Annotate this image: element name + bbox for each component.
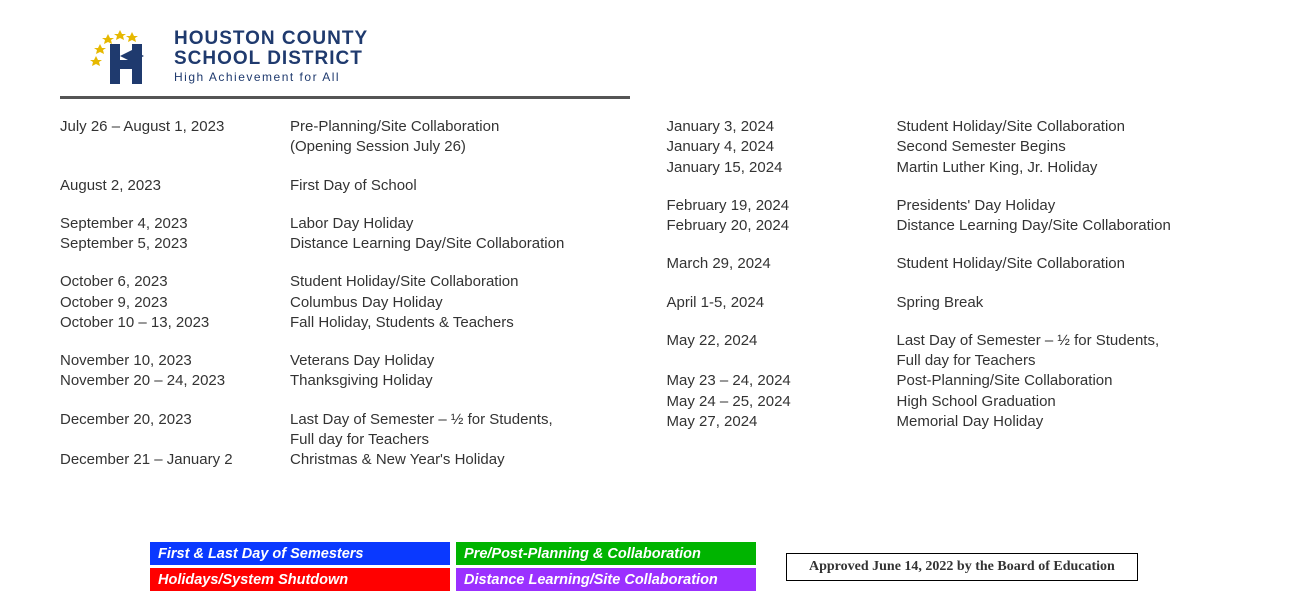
calendar-row: February 20, 2024Distance Learning Day/S… [667, 216, 1244, 236]
event-date: January 3, 2024 [667, 117, 897, 137]
event-description: High School Graduation [897, 392, 1244, 412]
calendar-row: October 6, 2023Student Holiday/Site Coll… [60, 272, 637, 292]
district-logo-icon [90, 26, 162, 86]
calendar-row: January 3, 2024Student Holiday/Site Coll… [667, 117, 1244, 137]
event-date: January 4, 2024 [667, 137, 897, 157]
date-group: October 6, 2023Student Holiday/Site Coll… [60, 272, 637, 333]
event-date: July 26 – August 1, 2023 [60, 117, 290, 158]
legend-area: First & Last Day of Semesters Pre/Post-Pl… [150, 542, 1138, 591]
legend-grid: First & Last Day of Semesters Pre/Post-Pl… [150, 542, 756, 591]
event-description: Spring Break [897, 293, 1244, 313]
calendar-row: September 5, 2023Distance Learning Day/S… [60, 234, 637, 254]
event-date: October 9, 2023 [60, 293, 290, 313]
left-column: July 26 – August 1, 2023Pre-Planning/Sit… [60, 117, 637, 488]
calendar-row: December 20, 2023Last Day of Semester – … [60, 410, 637, 451]
event-date: September 4, 2023 [60, 214, 290, 234]
calendar-row: May 24 – 25, 2024High School Graduation [667, 392, 1244, 412]
calendar-columns: July 26 – August 1, 2023Pre-Planning/Sit… [60, 117, 1243, 488]
event-description: Veterans Day Holiday [290, 351, 637, 371]
event-description: Student Holiday/Site Collaboration [290, 272, 637, 292]
event-date: December 21 – January 2 [60, 450, 290, 470]
date-group: August 2, 2023First Day of School [60, 176, 637, 196]
calendar-page: HOUSTON COUNTY SCHOOL DISTRICT High Achi… [0, 0, 1303, 488]
calendar-row: January 4, 2024Second Semester Begins [667, 137, 1244, 157]
event-description: Presidents' Day Holiday [897, 196, 1244, 216]
legend-cell: Distance Learning/Site Collaboration [456, 568, 756, 591]
event-description: Student Holiday/Site Collaboration [897, 254, 1244, 274]
date-group: December 20, 2023Last Day of Semester – … [60, 410, 637, 471]
date-group: February 19, 2024Presidents' Day Holiday… [667, 196, 1244, 237]
logo-text: HOUSTON COUNTY SCHOOL DISTRICT High Achi… [174, 29, 368, 83]
calendar-row: May 27, 2024Memorial Day Holiday [667, 412, 1244, 432]
calendar-row: November 20 – 24, 2023Thanksgiving Holid… [60, 371, 637, 391]
district-tagline: High Achievement for All [174, 71, 368, 84]
approved-statement: Approved June 14, 2022 by the Board of E… [786, 553, 1138, 581]
event-description: Columbus Day Holiday [290, 293, 637, 313]
event-date: January 15, 2024 [667, 158, 897, 178]
event-description: Distance Learning Day/Site Collaboration [897, 216, 1244, 236]
date-group: September 4, 2023Labor Day HolidaySeptem… [60, 214, 637, 255]
calendar-row: October 9, 2023Columbus Day Holiday [60, 293, 637, 313]
event-description: Distance Learning Day/Site Collaboration [290, 234, 637, 254]
calendar-row: May 23 – 24, 2024Post-Planning/Site Coll… [667, 371, 1244, 391]
event-date: May 27, 2024 [667, 412, 897, 432]
calendar-row: September 4, 2023Labor Day Holiday [60, 214, 637, 234]
calendar-row: April 1-5, 2024Spring Break [667, 293, 1244, 313]
event-description: Last Day of Semester – ½ for Students, F… [290, 410, 637, 451]
event-description: First Day of School [290, 176, 637, 196]
event-date: May 22, 2024 [667, 331, 897, 372]
event-date: April 1-5, 2024 [667, 293, 897, 313]
calendar-row: May 22, 2024Last Day of Semester – ½ for… [667, 331, 1244, 372]
date-group: May 22, 2024Last Day of Semester – ½ for… [667, 331, 1244, 432]
event-date: October 6, 2023 [60, 272, 290, 292]
date-group: November 10, 2023Veterans Day HolidayNov… [60, 351, 637, 392]
event-description: Thanksgiving Holiday [290, 371, 637, 391]
calendar-row: January 15, 2024Martin Luther King, Jr. … [667, 158, 1244, 178]
event-description: Fall Holiday, Students & Teachers [290, 313, 637, 333]
event-description: Christmas & New Year's Holiday [290, 450, 637, 470]
event-description: Student Holiday/Site Collaboration [897, 117, 1244, 137]
event-description: Post-Planning/Site Collaboration [897, 371, 1244, 391]
event-date: August 2, 2023 [60, 176, 290, 196]
event-date: December 20, 2023 [60, 410, 290, 451]
event-description: Pre-Planning/Site Collaboration (Opening… [290, 117, 637, 158]
district-name-1: HOUSTON COUNTY [174, 29, 368, 49]
event-date: May 24 – 25, 2024 [667, 392, 897, 412]
event-description: Memorial Day Holiday [897, 412, 1244, 432]
event-description: Second Semester Begins [897, 137, 1244, 157]
date-group: January 3, 2024Student Holiday/Site Coll… [667, 117, 1244, 178]
event-date: September 5, 2023 [60, 234, 290, 254]
calendar-row: February 19, 2024Presidents' Day Holiday [667, 196, 1244, 216]
right-column: January 3, 2024Student Holiday/Site Coll… [667, 117, 1244, 488]
legend-cell: Holidays/System Shutdown [150, 568, 450, 591]
date-group: April 1-5, 2024Spring Break [667, 293, 1244, 313]
event-date: March 29, 2024 [667, 254, 897, 274]
calendar-row: December 21 – January 2Christmas & New Y… [60, 450, 637, 470]
event-date: November 10, 2023 [60, 351, 290, 371]
calendar-row: July 26 – August 1, 2023Pre-Planning/Sit… [60, 117, 637, 158]
header: HOUSTON COUNTY SCHOOL DISTRICT High Achi… [60, 20, 630, 99]
event-date: October 10 – 13, 2023 [60, 313, 290, 333]
event-description: Last Day of Semester – ½ for Students, F… [897, 331, 1244, 372]
date-group: March 29, 2024Student Holiday/Site Colla… [667, 254, 1244, 274]
event-description: Martin Luther King, Jr. Holiday [897, 158, 1244, 178]
event-date: February 19, 2024 [667, 196, 897, 216]
calendar-row: November 10, 2023Veterans Day Holiday [60, 351, 637, 371]
event-date: May 23 – 24, 2024 [667, 371, 897, 391]
district-name-2: SCHOOL DISTRICT [174, 49, 368, 69]
date-group: July 26 – August 1, 2023Pre-Planning/Sit… [60, 117, 637, 158]
event-date: February 20, 2024 [667, 216, 897, 236]
calendar-row: March 29, 2024Student Holiday/Site Colla… [667, 254, 1244, 274]
calendar-row: August 2, 2023First Day of School [60, 176, 637, 196]
event-date: November 20 – 24, 2023 [60, 371, 290, 391]
legend-cell: First & Last Day of Semesters [150, 542, 450, 565]
calendar-row: October 10 – 13, 2023Fall Holiday, Stude… [60, 313, 637, 333]
legend-cell: Pre/Post-Planning & Collaboration [456, 542, 756, 565]
event-description: Labor Day Holiday [290, 214, 637, 234]
